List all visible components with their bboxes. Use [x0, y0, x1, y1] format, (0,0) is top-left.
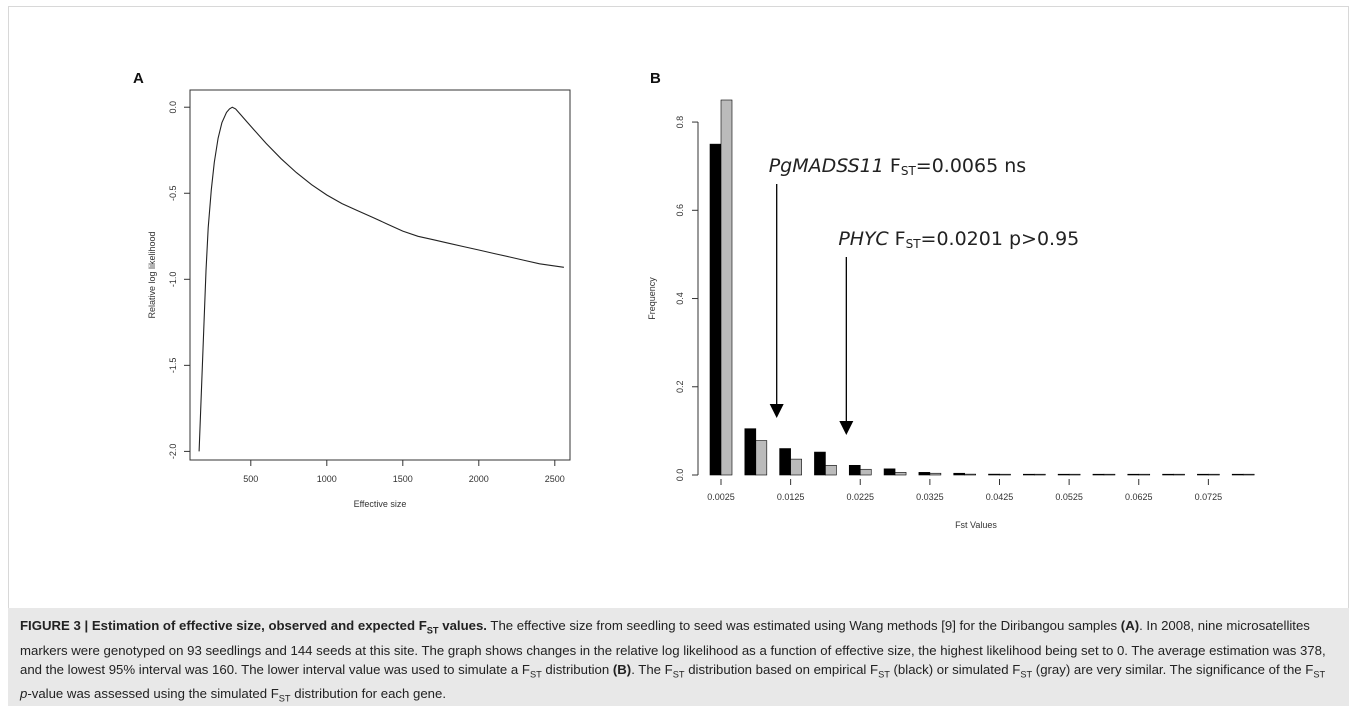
- bar-simulated: [825, 464, 837, 476]
- chart-effective-size: 500 1000 1500 2000 2500 0.0 -0.5 -1.0 -1.5 -2.0 Ef…: [147, 89, 571, 509]
- bar-simulated: [859, 468, 872, 476]
- likelihood-line: [198, 106, 564, 452]
- caption-sub: ST: [672, 669, 685, 680]
- x-axis-label: Effective size: [354, 499, 407, 509]
- caption-text: (gray) are very similar. The significanc…: [1032, 661, 1314, 677]
- panel-a-label: A: [133, 70, 144, 87]
- caption-sub: ST: [278, 693, 291, 704]
- bar-empirical: [1057, 473, 1070, 476]
- bar-empirical: [848, 464, 861, 476]
- x-tick-label: 500: [243, 474, 258, 484]
- bar-simulated: [1103, 473, 1116, 476]
- caption-italic: p: [20, 686, 28, 702]
- annotation-arrow-head: [769, 404, 784, 418]
- x-tick-label: 0.0225: [846, 492, 874, 502]
- bar-empirical: [1023, 473, 1035, 476]
- x-tick-label: 2500: [545, 474, 565, 484]
- figure-caption: FIGURE 3 | Estimation of effective size,…: [8, 608, 1349, 706]
- x-tick-label: 0.0025: [707, 492, 735, 502]
- x-tick-label: 1500: [393, 474, 413, 484]
- y-tick-label: -1.5: [168, 358, 178, 374]
- y-axis-label: Frequency: [647, 277, 657, 320]
- caption-sub: ST: [1313, 669, 1326, 680]
- bar-simulated: [894, 472, 907, 476]
- x-tick-label: 0.0725: [1195, 492, 1223, 502]
- y-tick-label: 0.6: [675, 204, 685, 217]
- x-tick-label: 0.0525: [1055, 492, 1083, 502]
- bar-simulated: [1242, 473, 1255, 476]
- bar-empirical: [779, 448, 791, 476]
- bar-empirical: [709, 143, 722, 476]
- caption-heading: FIGURE 3 | Estimation of effective size,…: [20, 618, 487, 636]
- y-tick-label: 0.0: [675, 469, 685, 482]
- annotation-arrow-head: [839, 421, 854, 435]
- caption-ref-b: (B): [612, 661, 632, 677]
- caption-text: . In 2008, nine microsatellites markers …: [20, 618, 1326, 677]
- x-tick-label: 1000: [317, 474, 337, 484]
- bar-empirical: [1127, 473, 1140, 476]
- x-tick-label: 0.0325: [916, 492, 944, 502]
- bar-simulated: [720, 99, 733, 476]
- y-tick-label: 0.8: [675, 116, 685, 129]
- bar-simulated: [790, 458, 802, 476]
- y-tick-label: -1.0: [168, 272, 178, 288]
- caption-text: distribution for each gene.: [290, 686, 446, 702]
- y-tick-label: 0.0: [168, 101, 178, 114]
- bar-empirical: [988, 473, 1000, 476]
- caption-sub: ST: [529, 669, 542, 680]
- y-axis-label: Relative log likelihood: [147, 231, 157, 318]
- caption-text: The effective size from seedling to seed…: [486, 618, 1121, 633]
- y-tick-label: 0.4: [675, 292, 685, 305]
- panel-b-label: B: [650, 70, 661, 87]
- bar-simulated: [964, 473, 976, 476]
- caption-text: (black) or simulated F: [889, 661, 1021, 677]
- x-tick-label: 0.0425: [986, 492, 1014, 502]
- caption-sub: ST: [1020, 669, 1033, 680]
- bar-empirical: [953, 472, 965, 476]
- plot-frame: [189, 89, 571, 461]
- bar-empirical: [744, 428, 757, 476]
- x-tick-label: 0.0625: [1125, 492, 1153, 502]
- x-axis-label: Fst Values: [955, 520, 997, 530]
- caption-ref-a: (A): [1120, 618, 1140, 633]
- caption-text: distribution: [541, 661, 613, 677]
- caption-text: distribution based on empirical F: [684, 661, 879, 677]
- bar-simulated: [1138, 473, 1151, 476]
- figure-frame: [8, 6, 1349, 696]
- caption-sub: ST: [878, 669, 890, 680]
- bar-simulated: [929, 472, 942, 476]
- bar-simulated: [1173, 473, 1185, 476]
- caption-text: -value was assessed using the simulated …: [27, 686, 279, 702]
- x-tick-label: 2000: [469, 474, 489, 484]
- y-tick-label: 0.2: [675, 381, 685, 394]
- bar-simulated: [1068, 473, 1081, 476]
- bar-simulated: [1034, 473, 1046, 476]
- bar-simulated: [1208, 473, 1220, 476]
- annotation-1: PgMADSS11 FST=0.0065 ns: [769, 155, 1026, 178]
- annotation-2: PHYC FST=0.0201 p>0.95: [838, 228, 1079, 251]
- x-tick-label: 0.0125: [777, 492, 805, 502]
- bar-empirical: [1092, 473, 1105, 476]
- bar-empirical: [1231, 473, 1244, 476]
- bar-simulated: [755, 440, 768, 476]
- bar-empirical: [883, 468, 896, 476]
- y-tick-label: -0.5: [168, 185, 178, 201]
- bar-empirical: [918, 472, 931, 476]
- chart-fst-distribution: 0.0 0.2 0.4 0.6 0.8 Frequency 0.0025 0.0125 0.02…: [647, 99, 1255, 530]
- y-tick-label: -2.0: [168, 444, 178, 460]
- bar-empirical: [1197, 473, 1209, 476]
- bar-empirical: [1162, 473, 1174, 476]
- bar-simulated: [999, 473, 1011, 476]
- caption-text: . The F: [631, 661, 673, 677]
- bar-empirical: [814, 451, 826, 476]
